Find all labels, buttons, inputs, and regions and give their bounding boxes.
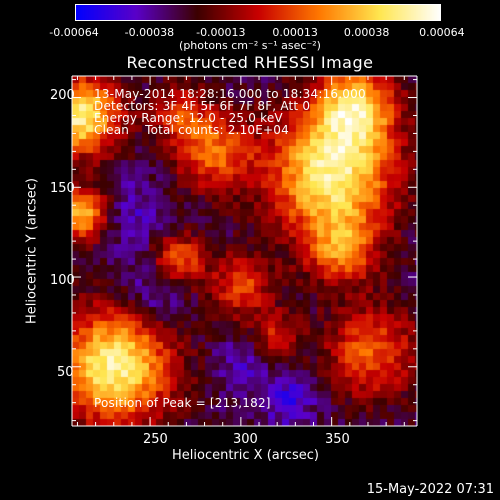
y-tick-label: 50: [57, 365, 74, 380]
colorbar-tick-label: 0.00038: [343, 26, 390, 39]
energy-range-annotation: Energy Range: 12.0 - 25.0 keV: [94, 111, 283, 125]
y-tick-label: 200: [50, 88, 75, 103]
y-tick-label: 150: [50, 181, 75, 196]
clean-counts-annotation: Clean Total counts: 2.10E+04: [94, 123, 289, 137]
x-tick-label: 300: [233, 432, 258, 447]
y-axis-label: Heliocentric Y (arcsec): [24, 178, 40, 324]
colorbar-tick-label: -0.00038: [124, 26, 175, 39]
colorbar-tick-labels: -0.00064 -0.00038 -0.00013 0.00013 0.000…: [0, 26, 500, 40]
colorbar-units-label: (photons cm⁻² s⁻¹ asec⁻²): [179, 39, 321, 52]
x-tick-label: 250: [143, 432, 168, 447]
colorbar-frame: [75, 4, 441, 21]
y-tick-label: 100: [50, 273, 75, 288]
colorbar-tick-label: 0.00064: [419, 26, 465, 39]
detectors-annotation: Detectors: 3F 4F 5F 6F 7F 8F, Att 0: [94, 99, 311, 113]
x-tick-label: 350: [325, 432, 350, 447]
colorbar-tick-label: -0.00013: [196, 26, 246, 39]
colorbar-gradient: [75, 4, 441, 21]
colorbar-tick-label: -0.00064: [49, 26, 99, 39]
peak-position-annotation: Position of Peak = [213,182]: [94, 396, 271, 410]
x-axis-label: Heliocentric X (arcsec): [172, 448, 319, 463]
heatmap-image: [72, 76, 417, 426]
time-range-annotation: 13-May-2014 18:28:16.000 to 18:34:16.000: [94, 87, 366, 101]
footer-timestamp: 15-May-2022 07:31: [366, 482, 494, 497]
colorbar-tick-label: 0.00013: [272, 26, 318, 39]
chart-title: Reconstructed RHESSI Image: [126, 53, 374, 72]
